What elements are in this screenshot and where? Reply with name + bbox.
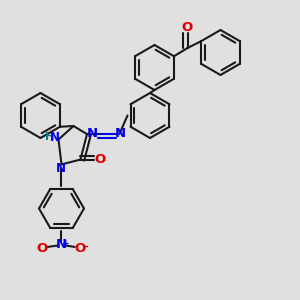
- Text: N: N: [56, 162, 66, 176]
- Text: N: N: [56, 238, 67, 251]
- Text: N: N: [115, 127, 126, 140]
- Text: H: H: [45, 131, 54, 142]
- Text: O: O: [74, 242, 86, 255]
- Text: N: N: [87, 127, 98, 140]
- Text: O: O: [94, 153, 106, 166]
- Text: +: +: [62, 238, 70, 247]
- Text: N: N: [50, 130, 60, 144]
- Text: O: O: [182, 21, 193, 34]
- Text: O: O: [37, 242, 48, 255]
- Text: -: -: [83, 242, 88, 252]
